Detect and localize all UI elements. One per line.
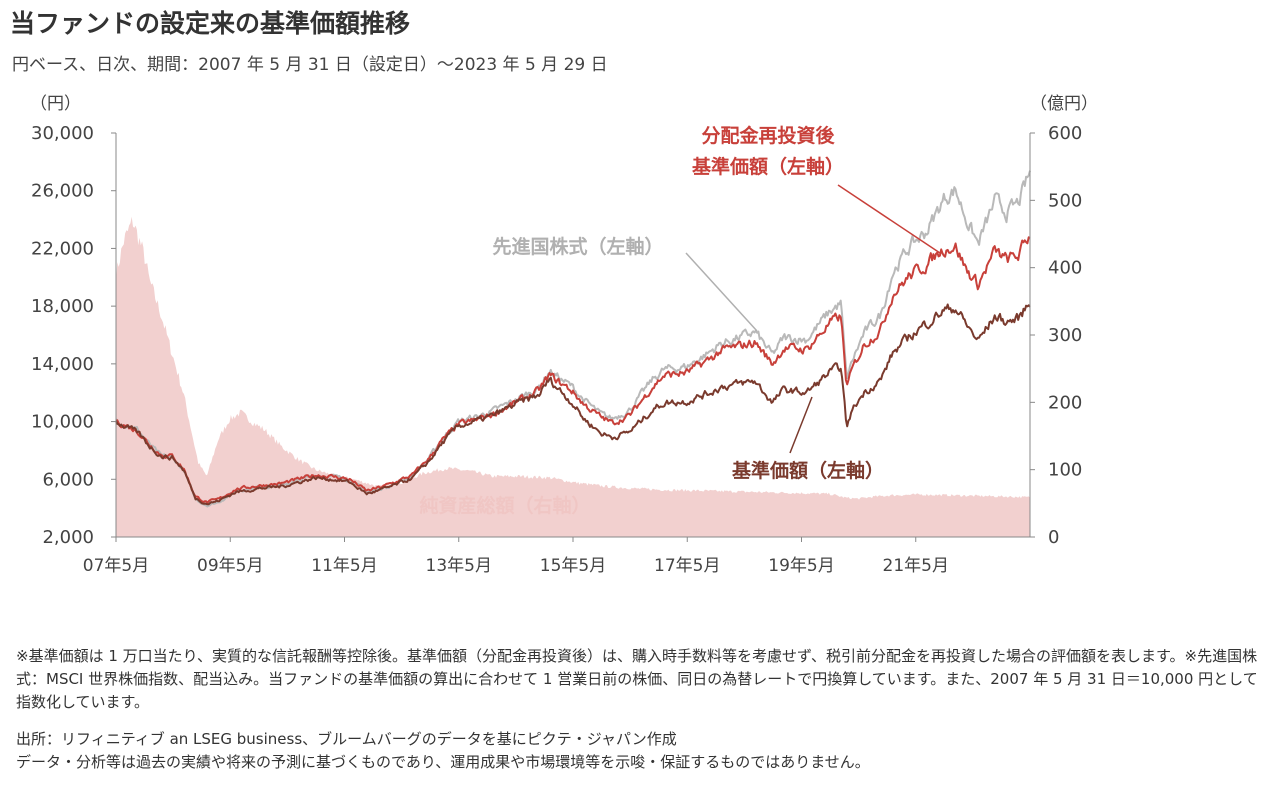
chart-subtitle: 円ベース、日次、期間：2007 年 5 月 31 日（設定日）～2023 年 5… bbox=[12, 55, 608, 75]
nav-label: 基準価額（左軸） bbox=[731, 459, 884, 482]
nav-chart: 2,000 6,000 10,000 14,000 18,000 22,000 26,000… bbox=[30, 94, 1098, 576]
x-tick-label: 07年5月 bbox=[83, 556, 149, 576]
axes-layer: 2,000 6,000 10,000 14,000 18,000 22,000 26,000… bbox=[30, 94, 1098, 576]
reinvested-label-1: 分配金再投資後 bbox=[701, 124, 835, 147]
right-tick-label: 100 bbox=[1048, 460, 1082, 481]
reinvested-leader bbox=[837, 184, 941, 254]
left-tick-label: 30,000 bbox=[31, 123, 94, 144]
footnotes: ※基準価額は 1 万口当たり、実質的な信託報酬等控除後。基準価額（分配金再投資後… bbox=[16, 645, 1266, 774]
left-unit: （円） bbox=[30, 94, 81, 114]
nav-leader bbox=[789, 396, 813, 454]
x-tick-label: 15年5月 bbox=[540, 556, 606, 576]
left-tick-label: 6,000 bbox=[42, 469, 94, 490]
left-tick-label: 2,000 bbox=[42, 527, 94, 548]
disclaimer-text: データ・分析等は過去の実績や将来の予測に基づくものであり、運用成果や市場環境等を… bbox=[16, 753, 870, 771]
x-tick-label: 21年5月 bbox=[883, 556, 949, 576]
line-series-layer bbox=[115, 170, 1031, 508]
nav-line bbox=[115, 303, 1031, 506]
right-tick-label: 0 bbox=[1048, 527, 1059, 548]
left-tick-label: 26,000 bbox=[31, 181, 94, 202]
aum-label: 純資産総額（右軸） bbox=[419, 494, 590, 517]
x-tick-label: 19年5月 bbox=[768, 556, 834, 576]
x-tick-label: 17年5月 bbox=[654, 556, 720, 576]
left-tick-label: 10,000 bbox=[31, 412, 94, 433]
right-unit: （億円） bbox=[1030, 94, 1098, 114]
right-tick-label: 200 bbox=[1048, 392, 1082, 413]
right-tick-label: 600 bbox=[1048, 123, 1082, 144]
right-tick-label: 400 bbox=[1048, 258, 1082, 279]
chart-title: 当ファンドの設定来の基準価額推移 bbox=[10, 9, 411, 38]
msci-line bbox=[115, 170, 1031, 508]
msci-leader bbox=[685, 252, 758, 332]
left-tick-label: 22,000 bbox=[31, 238, 94, 259]
left-tick-label: 18,000 bbox=[31, 296, 94, 317]
right-tick-label: 300 bbox=[1048, 325, 1082, 346]
note-text: ※基準価額は 1 万口当たり、実質的な信託報酬等控除後。基準価額（分配金再投資後… bbox=[16, 647, 1258, 711]
reinvested-label-2: 基準価額（左軸） bbox=[691, 155, 844, 178]
msci-label: 先進国株式（左軸） bbox=[492, 235, 663, 258]
x-tick-label: 09年5月 bbox=[197, 556, 263, 576]
x-tick-label: 11年5月 bbox=[311, 556, 377, 576]
left-tick-label: 14,000 bbox=[31, 354, 94, 375]
right-tick-label: 500 bbox=[1048, 190, 1082, 211]
x-tick-label: 13年5月 bbox=[426, 556, 492, 576]
series-labels-layer: 分配金再投資後基準価額（左軸）先進国株式（左軸）基準価額（左軸）純資産総額（右軸… bbox=[419, 124, 941, 517]
source-text: 出所：リフィニティブ an LSEG business、ブルームバーグのデータを… bbox=[16, 730, 677, 748]
